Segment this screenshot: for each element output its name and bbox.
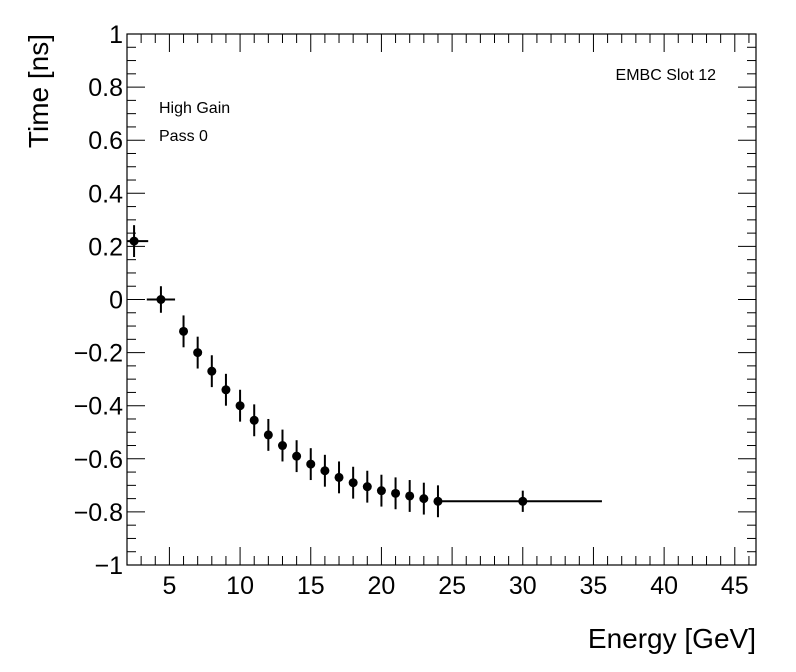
x-tick-label: 35 xyxy=(580,572,608,600)
data-point xyxy=(376,474,386,507)
data-point xyxy=(320,454,330,487)
x-tick-label: 15 xyxy=(297,572,325,600)
data-point xyxy=(146,286,176,313)
data-point xyxy=(292,440,302,473)
y-tick-label: −0.4 xyxy=(74,393,123,421)
labels-layer: 5 10 15 20 25 30 35 40 45 −1 −0.8 −0.6 −0.4 −0.2 0 0.2 0… xyxy=(74,21,749,600)
y-tick-label: −0.6 xyxy=(74,446,123,474)
x-tick-label: 40 xyxy=(650,572,678,600)
data-point xyxy=(277,429,287,462)
data-point-marker xyxy=(221,385,231,395)
y-tick-label: 1 xyxy=(109,21,123,49)
data-point xyxy=(306,448,316,481)
data-point xyxy=(263,418,273,451)
annotation-slot: EMBC Slot 12 xyxy=(616,67,717,84)
data-point xyxy=(437,490,602,512)
data-point-marker xyxy=(263,430,273,440)
y-tick-label: −0.2 xyxy=(74,340,123,368)
data-point xyxy=(235,389,245,422)
data-point xyxy=(193,336,203,369)
data-point xyxy=(127,225,149,258)
data-point-marker xyxy=(193,348,203,358)
y-tick-label: −1 xyxy=(94,552,123,580)
data-point xyxy=(334,461,344,494)
data-point-marker xyxy=(235,401,245,411)
data-point-marker xyxy=(405,491,415,501)
data-point-marker xyxy=(334,472,344,482)
x-tick-label: 20 xyxy=(368,572,396,600)
x-tick-label: 5 xyxy=(162,572,176,600)
data-point-marker xyxy=(306,459,316,469)
data-point xyxy=(362,470,372,503)
data-point xyxy=(405,480,415,512)
data-point-marker xyxy=(518,496,528,506)
y-tick-label: 0.2 xyxy=(88,233,123,261)
data-point-marker xyxy=(320,466,330,476)
y-axis-title: Time [ns] xyxy=(23,34,54,148)
points-layer xyxy=(127,225,602,518)
data-point-marker xyxy=(362,482,372,492)
annotation-pass: Pass 0 xyxy=(159,128,208,145)
y-tick-label: −0.8 xyxy=(74,499,123,527)
y-tick-label: 0 xyxy=(109,287,123,315)
y-tick-label: 0.8 xyxy=(88,74,123,102)
y-tick-label: 0.6 xyxy=(88,127,123,155)
data-point-marker xyxy=(156,295,166,304)
annotation-gain: High Gain xyxy=(159,100,230,117)
data-point-marker xyxy=(376,486,386,496)
data-point-marker xyxy=(348,478,358,488)
data-point-marker xyxy=(207,366,217,376)
x-tick-label: 10 xyxy=(226,572,254,600)
data-point xyxy=(419,482,429,515)
data-point xyxy=(348,466,358,499)
data-point-marker xyxy=(179,326,189,336)
data-point-marker xyxy=(419,494,429,504)
data-point-marker xyxy=(391,488,401,498)
data-point xyxy=(391,477,401,510)
data-point xyxy=(249,404,259,437)
y-tick-label: 0.4 xyxy=(88,180,123,208)
data-point-marker xyxy=(249,415,259,425)
ticks-layer xyxy=(126,33,756,566)
data-point-marker xyxy=(277,441,287,451)
data-point xyxy=(221,373,231,406)
data-point-marker xyxy=(292,451,302,461)
data-point-marker xyxy=(129,236,139,246)
x-axis-title: Energy [GeV] xyxy=(588,623,756,654)
data-point xyxy=(179,315,189,348)
data-point xyxy=(207,355,217,388)
x-tick-label: 30 xyxy=(509,572,537,600)
x-tick-label: 45 xyxy=(721,572,749,600)
x-tick-label: 25 xyxy=(438,572,466,600)
